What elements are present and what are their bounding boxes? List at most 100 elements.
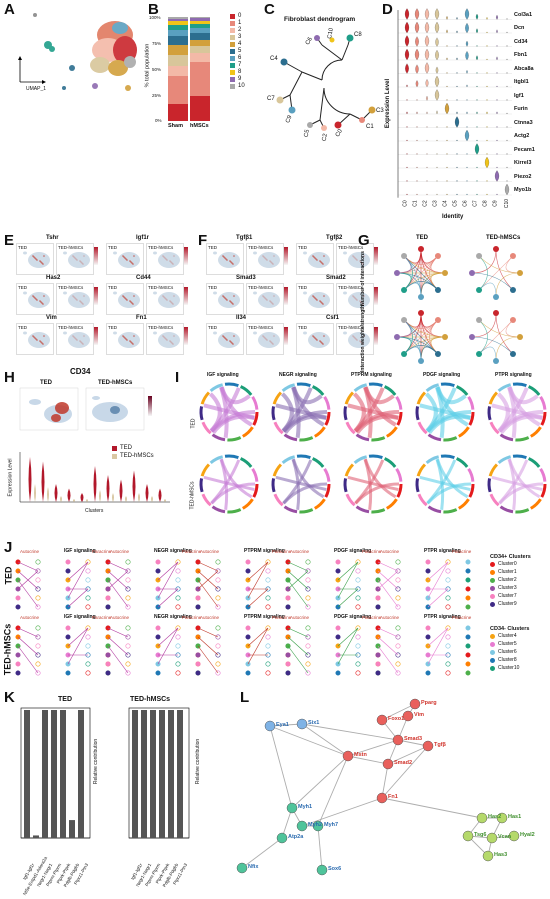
node-six1[interactable] <box>296 718 308 730</box>
cluster-label-c4: C4 <box>442 200 449 207</box>
node-has1[interactable] <box>496 812 508 824</box>
node-fn1[interactable] <box>376 792 388 804</box>
violin-shape <box>404 8 410 20</box>
contribution-bar <box>78 710 84 838</box>
violin-shape <box>414 8 420 20</box>
colorbar <box>284 247 288 265</box>
j-paracrine-label: Paracrine <box>92 615 112 620</box>
stacked-violin-plot[interactable] <box>380 0 550 225</box>
network-node <box>401 350 408 357</box>
j-autocrine-label: Autocrine <box>290 549 310 554</box>
network-node <box>476 286 483 293</box>
violin-shape <box>426 166 428 169</box>
node-myh7[interactable] <box>312 820 324 832</box>
node-atp2a[interactable] <box>276 832 288 844</box>
gene-title-il34: Il34 <box>236 315 247 321</box>
legend-label: 1 <box>238 20 242 26</box>
violin-shape <box>446 99 448 101</box>
j-dot <box>15 595 21 601</box>
tick-100: 100% <box>149 15 161 20</box>
node-has2[interactable] <box>476 812 488 824</box>
network-node <box>434 350 441 357</box>
colorbar <box>94 287 98 305</box>
node-vim[interactable] <box>402 710 414 722</box>
chord-diagram <box>199 454 259 514</box>
legend-dot <box>490 578 495 583</box>
node-myh2[interactable] <box>296 820 308 832</box>
h-xlabel: Clusters <box>85 508 104 514</box>
violin-shape <box>435 66 439 74</box>
violin-shape <box>405 63 409 74</box>
node-myh1[interactable] <box>286 802 298 814</box>
tick-75: 75% <box>152 41 162 46</box>
j-dot <box>465 652 471 658</box>
gene-title-tgfβ1: Tgfβ1 <box>236 235 253 241</box>
node-has3[interactable] <box>482 850 494 862</box>
gene-title-cd44: Cd44 <box>136 275 151 281</box>
violin-shape <box>446 153 448 155</box>
violin-shape <box>486 193 488 196</box>
gene-label-cd34: Cd34 <box>514 38 528 45</box>
node-vcan[interactable] <box>486 832 498 844</box>
contribution-bar <box>177 710 183 838</box>
colorbar <box>284 327 288 345</box>
node-pparg[interactable] <box>409 698 421 710</box>
node-tgfβ[interactable] <box>422 740 434 752</box>
chord-diagram <box>343 382 403 442</box>
panel-h: H CD34 TED TED-hMSCs TED TED-hMSCs Expre… <box>0 362 175 537</box>
feature-plot <box>16 243 54 275</box>
j-autocrine-label: Autocrine <box>290 615 310 620</box>
j-dot <box>65 670 71 676</box>
feature-plot <box>296 323 334 355</box>
violin-shape <box>486 31 488 34</box>
ppi-network[interactable] <box>210 688 550 899</box>
violin-shape <box>496 153 498 155</box>
node-nfix[interactable] <box>236 862 248 874</box>
feature-plot <box>106 323 144 355</box>
leaf-c3: C3 <box>376 108 384 114</box>
j-pathway-title: PTPR signaling <box>424 614 461 620</box>
legend-dot <box>490 666 495 671</box>
gene-label-dcn: Dcn <box>514 25 525 31</box>
node-tsg6[interactable] <box>462 830 474 842</box>
j-dot <box>465 559 471 565</box>
violin-shape <box>415 80 419 88</box>
node-label-nfix: Nfix <box>248 864 259 870</box>
violin-shape <box>486 17 488 20</box>
condition-label: TED-hMSCs <box>248 245 274 250</box>
gene-label-kirrel3: Kirrel3 <box>514 160 532 166</box>
gene-title-smad2: Smad2 <box>326 275 346 281</box>
j-dot <box>215 661 221 667</box>
j-pathway-title: IGF signaling <box>64 548 96 554</box>
condition-label: TED-hMSCs <box>338 325 364 330</box>
violin-shape <box>404 21 410 34</box>
violin-shape <box>496 139 498 142</box>
violin-shape <box>436 110 438 115</box>
node-hyal2[interactable] <box>508 830 520 842</box>
node-smad3[interactable] <box>392 734 404 746</box>
legend-dot <box>490 562 495 567</box>
j-dot <box>85 577 91 583</box>
legend-swatch <box>230 35 235 40</box>
j-paracrine-label: Paracrine <box>182 549 202 554</box>
node-mstn[interactable] <box>342 750 354 762</box>
violin-shape <box>416 99 418 101</box>
panel-f: F Tgfβ1 TED TED-hMSCs Tgfβ2 TED TED-hMSCs Smad… <box>198 225 378 360</box>
node-foxo1[interactable] <box>376 714 388 726</box>
violin-shape <box>456 45 458 47</box>
node-eya1[interactable] <box>264 720 276 732</box>
violin-shape <box>415 64 419 74</box>
violin-shape <box>424 21 430 34</box>
node-label-has1: Has1 <box>508 814 522 820</box>
node-smad2[interactable] <box>382 758 394 770</box>
violin-shape <box>406 153 408 155</box>
node-sox6[interactable] <box>316 864 328 876</box>
legend-dot <box>490 658 495 663</box>
gene-title-csf1: Csf1 <box>326 315 340 321</box>
category-hmscs: hMSCs <box>190 123 209 129</box>
violin-ted <box>132 470 136 502</box>
feature-plot <box>106 283 144 315</box>
violin-shape <box>446 166 448 169</box>
j-dot <box>395 595 401 601</box>
j-autocrine-label: Autocrine <box>200 615 220 620</box>
